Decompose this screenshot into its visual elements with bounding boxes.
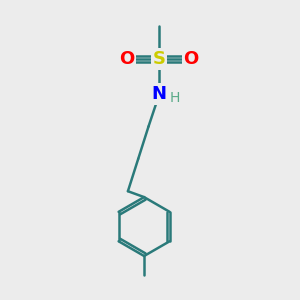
Text: O: O bbox=[184, 50, 199, 68]
Text: N: N bbox=[151, 85, 166, 103]
Text: S: S bbox=[152, 50, 165, 68]
Text: H: H bbox=[170, 91, 180, 105]
Text: O: O bbox=[119, 50, 134, 68]
